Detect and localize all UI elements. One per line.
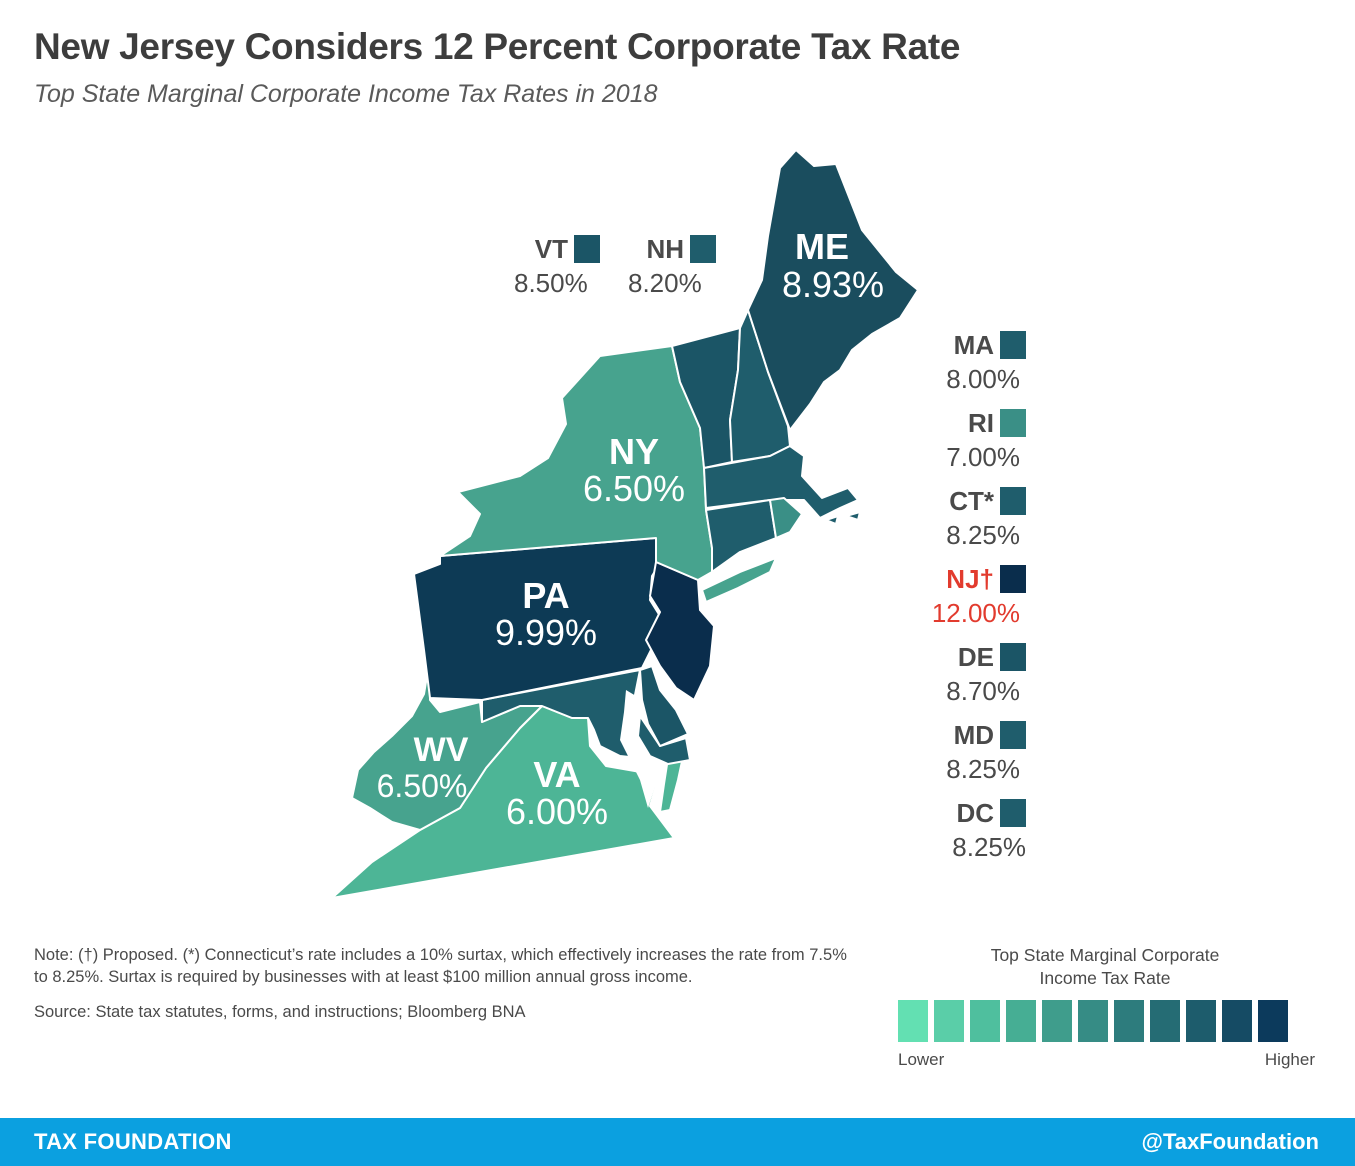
footnote: Note: (†) Proposed. (*) Connecticut’s ra… <box>34 946 847 986</box>
legend-high-label: Higher <box>1264 1050 1315 1069</box>
state-me <box>747 149 919 431</box>
callout-md: MD 8.25% <box>900 718 1026 786</box>
state-de <box>639 665 689 747</box>
callout-dc-abbr: DC <box>956 797 994 828</box>
callout-nh-abbr: NH <box>646 233 684 264</box>
state-ma-islands <box>825 511 861 525</box>
map-rate-ny: 6.50% <box>583 468 685 509</box>
chesapeake-bay <box>620 690 656 808</box>
legend-low-label: Lower <box>898 1050 945 1069</box>
callout-ct-swatch <box>1000 487 1026 515</box>
map-label-wv: WV <box>414 731 469 769</box>
callout-de: DE 8.70% <box>900 640 1026 708</box>
callout-ri-swatch <box>1000 409 1026 437</box>
footer-brand: TAX FOUNDATION <box>34 1129 232 1154</box>
callout-ct-abbr: CT* <box>949 485 994 516</box>
northeast-states-map: ME 8.93% NY 6.50% PA 9.99% WV 6.50% VA 6… <box>331 149 919 899</box>
callout-dc: DC 8.25% <box>900 796 1026 864</box>
map-rate-me: 8.93% <box>782 264 884 305</box>
state-ny-long-island <box>701 557 777 603</box>
state-ri <box>769 497 803 539</box>
callout-vt-swatch <box>574 235 600 263</box>
legend-swatch <box>970 1000 1000 1042</box>
callout-ma: MA 8.00% <box>900 328 1026 396</box>
callout-vt: VT 8.50% <box>500 232 600 300</box>
callout-vt-rate: 8.50% <box>514 268 588 298</box>
callout-dc-swatch <box>1000 799 1026 827</box>
callout-nj-swatch <box>1000 565 1026 593</box>
legend-swatch <box>898 1000 928 1042</box>
legend-swatch <box>1222 1000 1252 1042</box>
map-rate-wv: 6.50% <box>377 768 468 804</box>
legend-swatch <box>1042 1000 1072 1042</box>
callout-de-abbr: DE <box>957 641 994 672</box>
callout-dc-rate: 8.25% <box>952 832 1026 862</box>
state-ny <box>439 345 713 581</box>
callout-vt-abbr: VT <box>534 233 568 264</box>
callout-nj-rate: 12.00% <box>931 598 1020 628</box>
map-label-pa: PA <box>522 575 569 616</box>
legend-swatch <box>1150 1000 1180 1042</box>
callout-ri-rate: 7.00% <box>946 442 1020 472</box>
legend-swatch <box>1186 1000 1216 1042</box>
callout-ma-abbr: MA <box>953 329 994 360</box>
callout-ct-rate: 8.25% <box>946 520 1020 550</box>
page-title: New Jersey Considers 12 Percent Corporat… <box>34 26 961 67</box>
callout-nj-abbr: NJ† <box>946 563 994 594</box>
source-line: Source: State tax statutes, forms, and i… <box>34 1003 526 1021</box>
legend-swatch <box>1114 1000 1144 1042</box>
callout-ma-swatch <box>1000 331 1026 359</box>
callout-nh-swatch <box>690 235 716 263</box>
callout-ct: CT* 8.25% <box>900 484 1026 552</box>
callout-ma-rate: 8.00% <box>946 364 1020 394</box>
callout-nj: NJ† 12.00% <box>900 562 1026 630</box>
map-label-me: ME <box>795 226 849 267</box>
legend-swatch <box>1078 1000 1108 1042</box>
callout-nh: NH 8.20% <box>618 232 716 300</box>
callout-md-swatch <box>1000 721 1026 749</box>
legend-swatch <box>1258 1000 1288 1042</box>
callout-de-swatch <box>1000 643 1026 671</box>
callout-de-rate: 8.70% <box>946 676 1020 706</box>
legend-swatch <box>934 1000 964 1042</box>
callout-md-rate: 8.25% <box>946 754 1020 784</box>
footer-handle[interactable]: @TaxFoundation <box>1141 1129 1319 1154</box>
footer-bar: TAX FOUNDATION @TaxFoundation <box>0 1118 1355 1166</box>
state-wv <box>351 657 543 831</box>
state-nj <box>645 561 715 701</box>
map-rate-va: 6.00% <box>506 791 608 832</box>
legend-color-scale <box>898 1000 1288 1042</box>
map-rate-pa: 9.99% <box>495 612 597 653</box>
callout-md-abbr: MD <box>953 719 994 750</box>
callout-ri: RI 7.00% <box>900 406 1026 474</box>
map-label-va: VA <box>533 754 580 795</box>
callout-ri-abbr: RI <box>968 407 994 438</box>
legend-swatch <box>1006 1000 1036 1042</box>
callout-nh-rate: 8.20% <box>628 268 702 298</box>
map-label-ny: NY <box>609 431 659 472</box>
page-subtitle: Top State Marginal Corporate Income Tax … <box>34 80 658 108</box>
legend-title: Top State Marginal Corporate Income Tax … <box>990 945 1220 988</box>
